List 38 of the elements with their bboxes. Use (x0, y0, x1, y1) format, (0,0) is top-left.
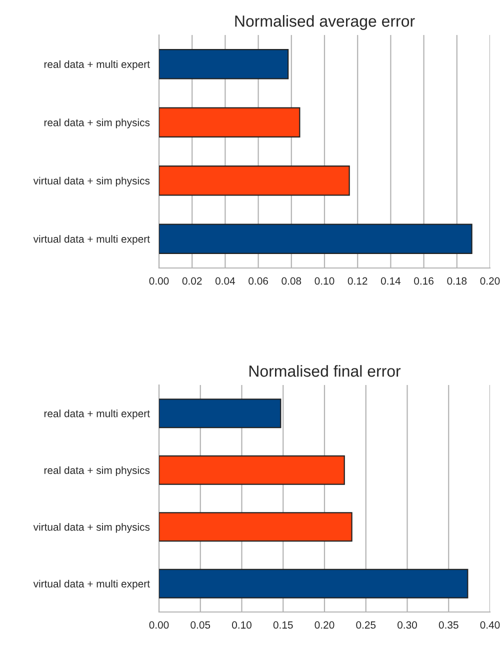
bar (159, 166, 350, 196)
x-tick-label: 0.04 (215, 277, 236, 285)
chart-title: Normalised average error (235, 15, 415, 30)
bar (159, 107, 300, 138)
y-tick-label: virtual data + sim physics (33, 176, 150, 187)
y-tick-label: virtual data + sim physics (33, 523, 150, 533)
x-tick-label: 0.18 (447, 277, 467, 285)
x-tick-label: 0.02 (182, 277, 202, 285)
y-tick-label: virtual data + multi expert (33, 235, 150, 245)
x-tick-label: 0.30 (398, 621, 417, 629)
bar (159, 398, 282, 428)
x-tick-label: 0.10 (314, 277, 334, 285)
x-tick-label: 0.25 (356, 621, 376, 629)
x-tick-label: 0.12 (348, 277, 368, 285)
x-tick-label: 0.08 (282, 277, 302, 285)
bar (159, 568, 468, 598)
x-tick-label: 0.10 (232, 621, 252, 629)
x-tick-label: 0.20 (314, 621, 334, 629)
bar (159, 49, 289, 80)
bar (159, 455, 345, 485)
x-tick-label: 0.20 (480, 277, 500, 285)
x-tick-label: 0.16 (414, 277, 434, 285)
x-tick-label: 0.14 (380, 277, 401, 285)
x-tick-label: 0.15 (273, 621, 293, 629)
y-tick-label: real data + multi expert (44, 60, 150, 70)
x-tick-label: 0.00 (149, 277, 169, 285)
y-tick-label: real data + sim physics (44, 466, 150, 476)
x-tick-label: 0.00 (149, 621, 169, 629)
x-tick-label: 0.06 (248, 277, 268, 285)
y-tick-label: real data + sim physics (44, 118, 150, 128)
bar (159, 512, 352, 542)
x-tick-label: 0.40 (480, 621, 500, 629)
y-tick-label: real data + multi expert (44, 410, 150, 420)
bar (159, 224, 472, 254)
x-tick-label: 0.35 (438, 621, 458, 629)
chart-title: Normalised final error (249, 365, 401, 377)
x-tick-label: 0.05 (190, 621, 210, 629)
y-tick-label: virtual data + multi expert (33, 580, 150, 590)
